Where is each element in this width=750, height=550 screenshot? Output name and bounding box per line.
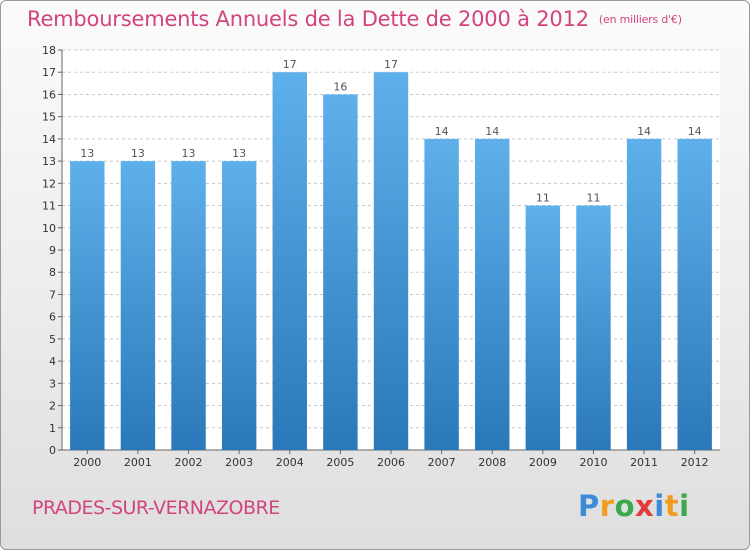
bar <box>272 72 307 450</box>
bar-value-label: 13 <box>131 147 145 160</box>
bar-value-label: 14 <box>485 125 499 138</box>
x-tick-label: 2009 <box>529 456 557 469</box>
x-tick-label: 2008 <box>478 456 506 469</box>
y-tick-label: 12 <box>42 177 56 190</box>
bar <box>475 138 510 450</box>
logo-letter: i <box>654 489 665 523</box>
logo-letter: t <box>664 489 680 523</box>
bar <box>525 205 561 450</box>
y-tick-label: 11 <box>42 200 56 213</box>
logo-letter: x <box>635 489 655 523</box>
x-tick-label: 2007 <box>428 456 456 469</box>
chart-title: Remboursements Annuels de la Dette de 20… <box>27 7 682 31</box>
bar-value-label: 14 <box>637 125 651 138</box>
x-tick-label: 2002 <box>175 456 203 469</box>
y-tick-label: 8 <box>49 266 56 279</box>
place-name: PRADES-SUR-VERNAZOBRE <box>32 497 280 519</box>
x-tick-label: 2006 <box>377 456 405 469</box>
logo-letter: o <box>614 489 636 523</box>
y-tick-label: 15 <box>42 111 56 124</box>
y-tick-label: 10 <box>42 222 56 235</box>
x-tick-label: 2004 <box>276 456 304 469</box>
bar <box>323 94 358 450</box>
y-tick-label: 6 <box>49 311 56 324</box>
x-tick-label: 2010 <box>579 456 607 469</box>
logo-letter: P <box>578 489 600 523</box>
y-tick-label: 17 <box>42 66 56 79</box>
bar <box>171 161 206 450</box>
y-tick-label: 4 <box>49 355 56 368</box>
bar <box>677 138 712 450</box>
x-tick-label: 2000 <box>73 456 101 469</box>
y-tick-label: 7 <box>49 288 56 301</box>
y-tick-label: 1 <box>49 422 56 435</box>
y-tick-label: 14 <box>42 133 56 146</box>
bar <box>626 138 662 450</box>
y-tick-label: 0 <box>49 444 56 457</box>
logo-letter: i <box>679 489 690 523</box>
x-tick-label: 2012 <box>681 456 709 469</box>
bar-value-label: 13 <box>232 147 246 160</box>
bar-value-label: 16 <box>333 80 347 93</box>
y-tick-label: 13 <box>42 155 56 168</box>
bar-value-label: 11 <box>586 192 600 205</box>
bar-value-label: 17 <box>283 58 297 71</box>
bar <box>221 161 257 450</box>
bar-value-label: 13 <box>182 147 196 160</box>
x-tick-label: 2001 <box>124 456 152 469</box>
bar <box>70 161 105 450</box>
y-tick-label: 16 <box>42 88 56 101</box>
y-tick-label: 9 <box>49 244 56 257</box>
bar-value-label: 11 <box>536 192 550 205</box>
y-tick-label: 5 <box>49 333 56 346</box>
bar <box>424 138 459 450</box>
logo-letter: r <box>599 489 615 523</box>
bar-value-label: 17 <box>384 58 398 71</box>
chart-subtitle: (en milliers d'€) <box>598 13 682 26</box>
bar-value-label: 14 <box>688 125 702 138</box>
x-tick-label: 2011 <box>630 456 658 469</box>
bar-value-label: 13 <box>80 147 94 160</box>
bar-value-label: 14 <box>435 125 449 138</box>
chart-title-text: Remboursements Annuels de la Dette de 20… <box>27 7 589 31</box>
y-tick-label: 18 <box>42 44 56 57</box>
x-tick-label: 2003 <box>225 456 253 469</box>
bar <box>120 161 156 450</box>
proxiti-logo: Proxiti <box>578 489 690 523</box>
y-tick-label: 2 <box>49 400 56 413</box>
y-tick-label: 3 <box>49 377 56 390</box>
x-tick-label: 2005 <box>326 456 354 469</box>
bar <box>373 72 409 450</box>
bar <box>576 205 611 450</box>
